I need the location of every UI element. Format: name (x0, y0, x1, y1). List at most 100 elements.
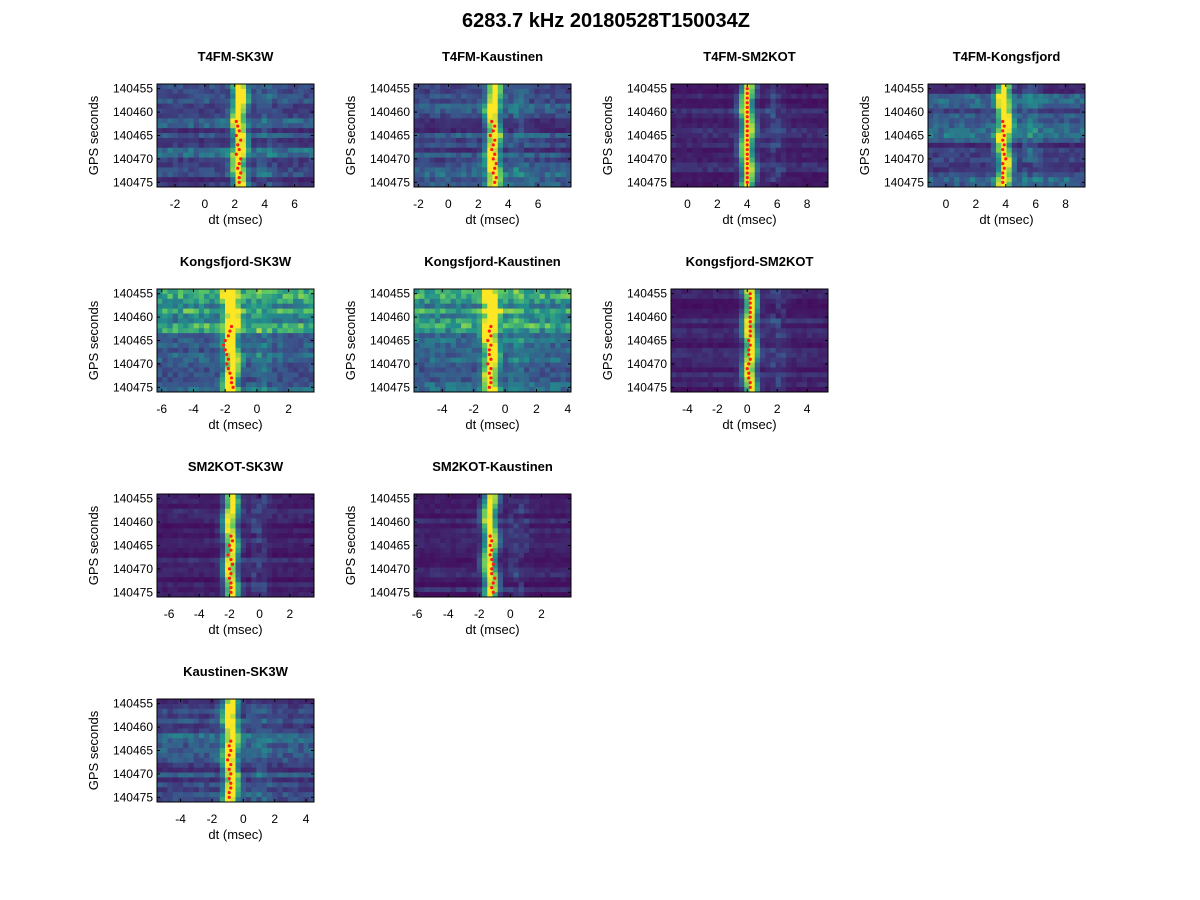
heatmap-cell (424, 357, 431, 363)
heatmap-cell (508, 133, 514, 139)
heatmap-cell (183, 177, 189, 183)
heatmap-cell (676, 167, 682, 173)
heatmap-cell (466, 182, 472, 188)
heatmap-cell (303, 177, 310, 183)
heatmap-cell (256, 338, 263, 344)
heatmap-cell (975, 172, 981, 178)
heatmap-cell (261, 88, 268, 95)
heatmap-cell (471, 108, 478, 114)
heatmap-cell (529, 377, 535, 383)
heatmap-cell (534, 328, 540, 334)
peak-marker (748, 329, 752, 333)
heatmap-cell (739, 157, 745, 163)
heatmap-cell (539, 98, 546, 105)
heatmap-cell (529, 182, 535, 188)
heatmap-cell (219, 182, 226, 188)
heatmap-cell (414, 372, 420, 378)
heatmap-cell (775, 123, 782, 129)
heatmap-cell (282, 323, 289, 329)
heatmap-cell (434, 147, 441, 154)
heatmap-cell (1011, 113, 1018, 119)
heatmap-cell (240, 103, 247, 109)
heatmap-cell (550, 172, 556, 178)
heatmap-cell (707, 147, 714, 154)
heatmap-cell (298, 182, 304, 188)
heatmap-cell (686, 347, 693, 354)
heatmap-cell (1027, 118, 1034, 124)
heatmap-cell (277, 494, 283, 500)
heatmap-cell (697, 147, 703, 154)
heatmap-cells (157, 289, 315, 393)
heatmap-cell (565, 98, 572, 105)
heatmap-cell (235, 118, 242, 124)
heatmap-cell (245, 508, 252, 515)
heatmap-cell (487, 338, 493, 344)
heatmap-cell (681, 118, 688, 124)
heatmap-cell (450, 289, 457, 295)
heatmap-cell (1053, 123, 1060, 129)
heatmap-cell (183, 113, 189, 119)
heatmap-cell (749, 177, 756, 183)
heatmap-cell (424, 93, 431, 100)
heatmap-cell (230, 133, 236, 139)
heatmap-cell (780, 88, 787, 95)
heatmap-cell (712, 142, 719, 149)
heatmap-cell (471, 377, 478, 383)
heatmap-cell (272, 133, 278, 139)
heatmap-cell (964, 113, 971, 119)
heatmap-cell (303, 338, 310, 344)
heatmap-cell (308, 103, 315, 109)
heatmap-cell (251, 503, 257, 510)
heatmap-cell (424, 362, 431, 368)
heatmap-cell (298, 308, 304, 314)
heatmap-cell (550, 328, 556, 334)
heatmap-cell (671, 108, 677, 114)
heatmap-cell (240, 498, 247, 505)
heatmap-cell (261, 137, 268, 144)
heatmap-cell (754, 362, 761, 368)
heatmap-cell (167, 167, 174, 173)
heatmap-cell (770, 152, 777, 158)
heatmap-cell (293, 128, 299, 134)
heatmap-cell (440, 108, 446, 114)
heatmap-cell (733, 118, 740, 124)
heatmap-cell (1053, 137, 1060, 144)
peak-marker (491, 129, 495, 133)
heatmap-cell (691, 84, 698, 90)
heatmap-cell (728, 352, 735, 359)
heatmap-cell (765, 108, 771, 114)
heatmap-cell (429, 123, 436, 129)
heatmap-cell (497, 289, 504, 295)
heatmap-cell (817, 128, 824, 134)
heatmap-cell (513, 113, 520, 119)
heatmap-cell (801, 372, 808, 378)
x-tick-label: 2 (285, 402, 292, 416)
heatmap-cell (282, 338, 289, 344)
heatmap-cell (807, 303, 813, 310)
heatmap-cell (791, 133, 797, 139)
heatmap-cell (739, 338, 745, 344)
heatmap-cell (455, 133, 462, 139)
heatmap-cell (791, 328, 797, 334)
heatmap-cell (671, 382, 677, 388)
y-tick-label: 140475 (113, 175, 153, 189)
heatmap-cell (723, 293, 729, 300)
heatmap-cell (293, 123, 299, 129)
peak-marker (1004, 157, 1008, 161)
heatmap-cell (508, 142, 514, 149)
heatmap-cell (256, 298, 263, 305)
heatmap-cell (518, 377, 525, 383)
heatmap-cell (272, 108, 278, 114)
heatmap-cell (492, 108, 499, 114)
heatmap-cell (230, 518, 236, 524)
heatmap-cell (702, 328, 709, 334)
heatmap-cell (1016, 147, 1023, 154)
heatmap-cell (466, 362, 472, 368)
heatmap-cell (235, 342, 242, 349)
heatmap-cell (183, 157, 189, 163)
heatmap-cell (985, 172, 992, 178)
heatmap-cell (251, 298, 257, 305)
heatmap-cell (812, 338, 818, 344)
heatmap-cell (1069, 98, 1075, 105)
heatmap-cell (492, 289, 499, 295)
